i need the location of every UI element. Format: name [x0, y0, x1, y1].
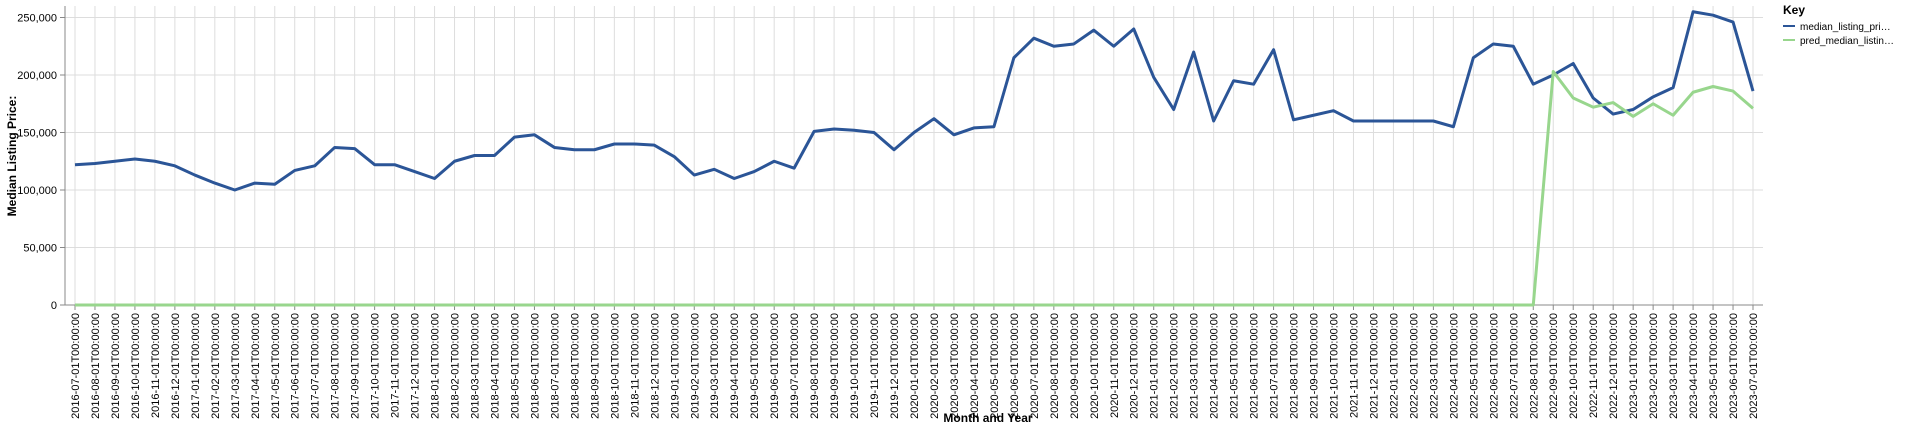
x-tick-label: 2023-04-01T00:00:00	[1688, 313, 1700, 419]
x-tick-label: 2022-03-01T00:00:00	[1428, 313, 1440, 419]
x-tick-label: 2021-12-01T00:00:00	[1368, 313, 1380, 419]
x-tick-label: 2023-06-01T00:00:00	[1728, 313, 1740, 419]
x-tick-label: 2020-11-01T00:00:00	[1109, 313, 1121, 418]
x-tick-label: 2017-12-01T00:00:00	[410, 313, 422, 419]
y-axis-title: Median Listing Price:	[5, 96, 19, 217]
x-tick-label: 2018-03-01T00:00:00	[470, 313, 482, 419]
x-tick-label: 2020-10-01T00:00:00	[1089, 313, 1101, 419]
x-tick-label: 2022-12-01T00:00:00	[1608, 313, 1620, 419]
x-tick-label: 2017-11-01T00:00:00	[390, 313, 402, 418]
x-tick-label: 2021-08-01T00:00:00	[1289, 313, 1301, 419]
x-tick-label: 2018-04-01T00:00:00	[489, 313, 501, 419]
x-tick-label: 2019-02-01T00:00:00	[689, 313, 701, 419]
x-tick-label: 2020-09-01T00:00:00	[1069, 313, 1081, 419]
y-tick-label: 200,000	[17, 70, 57, 82]
x-tick-label: 2023-07-01T00:00:00	[1748, 313, 1760, 419]
x-tick-label: 2018-08-01T00:00:00	[569, 313, 581, 419]
line-series	[74, 10, 1755, 192]
x-tick-label: 2022-10-01T00:00:00	[1568, 313, 1580, 419]
x-tick-label: 2017-03-01T00:00:00	[230, 313, 242, 419]
x-tick-label: 2016-08-01T00:00:00	[90, 313, 102, 419]
x-tick-label: 2022-02-01T00:00:00	[1408, 313, 1420, 419]
x-tick-label: 2019-07-01T00:00:00	[789, 313, 801, 419]
x-tick-label: 2023-02-01T00:00:00	[1648, 313, 1660, 419]
x-tick-label: 2021-09-01T00:00:00	[1309, 313, 1321, 419]
legend-label: median_listing_pri…	[1800, 22, 1891, 33]
x-tick-label: 2021-07-01T00:00:00	[1269, 313, 1281, 419]
x-tick-label: 2021-03-01T00:00:00	[1189, 313, 1201, 419]
x-tick-label: 2020-03-01T00:00:00	[949, 313, 961, 419]
x-tick-label: 2019-03-01T00:00:00	[709, 313, 721, 419]
x-tick-label: 2023-05-01T00:00:00	[1708, 313, 1720, 419]
x-tick-label: 2018-12-01T00:00:00	[649, 313, 661, 419]
x-tick-label: 2019-12-01T00:00:00	[889, 313, 901, 419]
x-tick-label: 2018-09-01T00:00:00	[589, 313, 601, 419]
x-tick-label: 2020-01-01T00:00:00	[909, 313, 921, 419]
x-tick-label: 2019-09-01T00:00:00	[829, 313, 841, 419]
x-tick-label: 2017-06-01T00:00:00	[290, 313, 302, 419]
x-tick-label: 2019-05-01T00:00:00	[749, 313, 761, 419]
x-tick-label: 2016-12-01T00:00:00	[170, 313, 182, 419]
x-tick-label: 2021-04-01T00:00:00	[1209, 313, 1221, 419]
x-tick-label: 2019-04-01T00:00:00	[729, 313, 741, 419]
x-tick-label: 2017-01-01T00:00:00	[190, 313, 202, 419]
legend-label: pred_median_listin…	[1800, 36, 1894, 47]
x-tick-label: 2016-09-01T00:00:00	[110, 313, 122, 419]
x-tick-label: 2017-08-01T00:00:00	[330, 313, 342, 419]
x-tick-label: 2021-02-01T00:00:00	[1169, 313, 1181, 419]
x-tick-label: 2018-01-01T00:00:00	[430, 313, 442, 419]
x-tick-label: 2022-05-01T00:00:00	[1468, 313, 1480, 419]
legend-title: Key	[1783, 3, 1805, 17]
x-tick-label: 2019-08-01T00:00:00	[809, 313, 821, 419]
x-tick-label: 2020-12-01T00:00:00	[1129, 313, 1141, 419]
x-axis-title: Month and Year	[943, 411, 1032, 425]
x-tick-label: 2018-11-01T00:00:00	[629, 313, 641, 418]
y-tick-label: 250,000	[17, 13, 57, 25]
x-tick-label: 2023-03-01T00:00:00	[1668, 313, 1680, 419]
x-tick-label: 2022-06-01T00:00:00	[1488, 313, 1500, 419]
x-tick-label: 2018-10-01T00:00:00	[609, 313, 621, 419]
x-tick-label: 2020-07-01T00:00:00	[1029, 313, 1041, 419]
x-tick-label: 2018-06-01T00:00:00	[529, 313, 541, 419]
y-tick-label: 50,000	[23, 243, 57, 255]
x-tick-label: 2022-04-01T00:00:00	[1448, 313, 1460, 419]
x-tick-label: 2016-07-01T00:00:00	[70, 313, 82, 419]
y-tick-label: 0	[51, 300, 57, 312]
x-tick-label: 2021-11-01T00:00:00	[1348, 313, 1360, 418]
x-tick-label: 2018-02-01T00:00:00	[450, 313, 462, 419]
x-tick-label: 2019-06-01T00:00:00	[769, 313, 781, 419]
x-tick-label: 2019-10-01T00:00:00	[849, 313, 861, 419]
x-tick-label: 2016-10-01T00:00:00	[130, 313, 142, 419]
x-tick-label: 2022-09-01T00:00:00	[1548, 313, 1560, 419]
x-tick-label: 2022-07-01T00:00:00	[1508, 313, 1520, 419]
x-tick-label: 2017-02-01T00:00:00	[210, 313, 222, 419]
x-tick-label: 2020-04-01T00:00:00	[969, 313, 981, 419]
x-tick-label: 2020-08-01T00:00:00	[1049, 313, 1061, 419]
x-tick-label: 2022-01-01T00:00:00	[1388, 313, 1400, 419]
x-tick-label: 2021-06-01T00:00:00	[1249, 313, 1261, 419]
y-tick-label: 150,000	[17, 128, 57, 140]
x-tick-label: 2017-07-01T00:00:00	[310, 313, 322, 419]
x-tick-label: 2021-05-01T00:00:00	[1229, 313, 1241, 419]
x-tick-label: 2021-10-01T00:00:00	[1329, 313, 1341, 419]
x-tick-label: 2020-06-01T00:00:00	[1009, 313, 1021, 419]
x-tick-label: 2023-01-01T00:00:00	[1628, 313, 1640, 419]
y-tick-label: 100,000	[17, 185, 57, 197]
x-tick-label: 2021-01-01T00:00:00	[1149, 313, 1161, 419]
x-tick-label: 2017-09-01T00:00:00	[350, 313, 362, 419]
x-tick-label: 2019-01-01T00:00:00	[669, 313, 681, 419]
x-tick-label: 2020-02-01T00:00:00	[929, 313, 941, 419]
x-tick-label: 2018-07-01T00:00:00	[549, 313, 561, 419]
x-tick-label: 2018-05-01T00:00:00	[509, 313, 521, 419]
line-series	[74, 70, 1754, 307]
x-tick-label: 2020-05-01T00:00:00	[989, 313, 1001, 419]
x-tick-label: 2022-11-01T00:00:00	[1588, 313, 1600, 418]
x-tick-label: 2022-08-01T00:00:00	[1528, 313, 1540, 419]
x-tick-label: 2016-11-01T00:00:00	[150, 313, 162, 418]
x-tick-label: 2019-11-01T00:00:00	[869, 313, 881, 418]
x-tick-label: 2017-10-01T00:00:00	[370, 313, 382, 419]
x-tick-label: 2017-05-01T00:00:00	[270, 313, 282, 419]
x-tick-label: 2017-04-01T00:00:00	[250, 313, 262, 419]
